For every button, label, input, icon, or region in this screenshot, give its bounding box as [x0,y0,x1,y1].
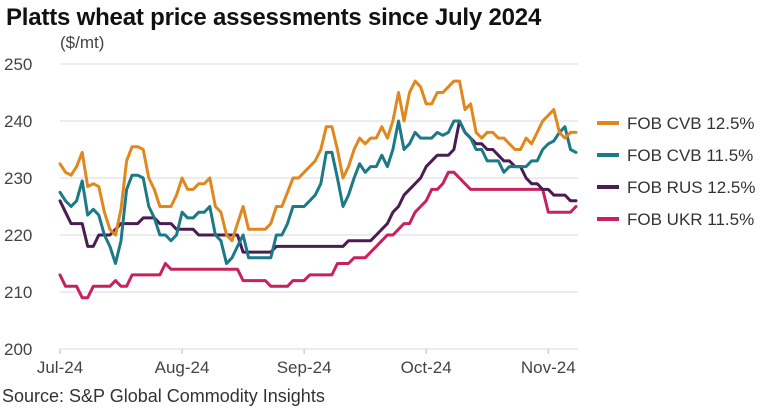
x-axis-ticks: Jul-24 Aug-24 Sep-24 Oct-24 Nov-24 [37,349,576,377]
series-line-0 [58,79,578,243]
series-lines [58,79,578,300]
x-tick-label: Sep-24 [277,358,332,377]
x-tick-label: Aug-24 [155,358,210,377]
x-tick-label: Jul-24 [37,358,83,377]
y-tick-label: 250 [4,55,32,74]
y-tick-label: 200 [4,340,32,359]
x-tick-label: Oct-24 [401,358,452,377]
legend-label: FOB UKR 11.5% [627,210,754,229]
source-note: Source: S&P Global Commodity Insights [2,386,325,406]
legend-label: FOB CVB 12.5% [627,114,755,133]
legend: FOB CVB 12.5% FOB CVB 11.5% FOB RUS 12.5% F… [597,114,756,229]
legend-label: FOB CVB 11.5% [627,146,753,165]
y-tick-label: 240 [4,112,32,131]
gridlines [60,63,578,350]
series-line-2 [58,119,578,254]
y-tick-label: 230 [4,169,32,188]
y-axis-unit-label: ($/mt) [60,33,104,52]
y-tick-label: 220 [4,226,32,245]
chart-title: Platts wheat price assessments since Jul… [6,4,542,31]
legend-label: FOB RUS 12.5% [627,178,756,197]
series-line-3 [58,170,578,300]
y-axis-ticks: 200 210 220 230 240 250 [4,55,32,359]
x-tick-label: Nov-24 [521,358,576,377]
y-tick-label: 210 [4,283,32,302]
series-line-1 [58,119,578,265]
